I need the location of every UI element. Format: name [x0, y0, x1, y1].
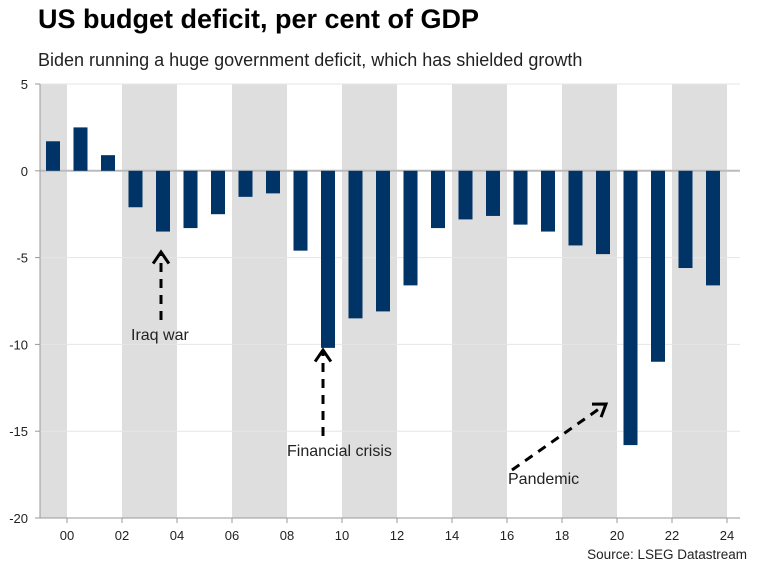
shade-band: [232, 84, 287, 518]
pandemic-arrow-shaft: [511, 402, 607, 472]
y-tick-label: -10: [9, 337, 28, 352]
bar-2011: [348, 170, 363, 319]
bar-2007: [238, 170, 253, 197]
bar-2014: [431, 170, 445, 229]
iraq-war-arrow-head: [151, 249, 171, 265]
bar-2024: [706, 170, 720, 286]
x-tick-label: 12: [390, 528, 404, 543]
shade-band: [562, 84, 617, 518]
bar-2016: [486, 170, 500, 216]
bar-2006: [211, 170, 225, 215]
bar-2012: [376, 170, 390, 312]
bar-2000: [46, 141, 60, 171]
bar-2018: [541, 170, 555, 232]
bar-2010: [321, 170, 335, 348]
source-note: Source: LSEG Datastream: [587, 547, 747, 562]
bar-2020: [596, 170, 610, 255]
bar-2017: [513, 170, 528, 225]
chart-subtitle: Biden running a huge government deficit,…: [38, 50, 583, 70]
x-tick-label: 02: [115, 528, 129, 543]
y-tick-label: 5: [21, 77, 28, 92]
chart-title: US budget deficit, per cent of GDP: [38, 4, 480, 34]
y-tick-label: -5: [16, 251, 28, 266]
x-tick-label: 22: [665, 528, 679, 543]
x-tick-label: 06: [225, 528, 239, 543]
bar-2004: [156, 170, 170, 232]
x-tick-label: 10: [335, 528, 349, 543]
x-tick-label: 14: [445, 528, 459, 543]
x-tick-label: 04: [170, 528, 184, 543]
bar-2023: [678, 170, 693, 269]
financial-crisis-arrow-head: [313, 347, 333, 363]
annotation-financial-crisis: Financial crisis: [287, 443, 392, 460]
bar-2013: [403, 170, 418, 286]
bar-2022: [651, 170, 665, 362]
bar-2009: [293, 170, 308, 251]
pandemic-arrow-head: [591, 402, 609, 418]
shade-band: [452, 84, 507, 518]
bar-2002: [101, 155, 115, 171]
bar-2019: [568, 170, 583, 246]
annotation-pandemic: Pandemic: [508, 471, 579, 488]
bar-2021: [623, 170, 638, 446]
bar-2015: [458, 170, 473, 220]
bar-2003: [128, 170, 143, 208]
shade-band: [672, 84, 727, 518]
x-tick-label: 18: [555, 528, 569, 543]
x-tick-label: 00: [60, 528, 74, 543]
x-tick-label: 16: [500, 528, 514, 543]
x-tick-label: 08: [280, 528, 294, 543]
bar-2001: [73, 127, 88, 171]
bar-2005: [183, 170, 198, 229]
annotation-iraq-war: Iraq war: [131, 327, 189, 344]
y-tick-label: 0: [21, 164, 28, 179]
x-tick-label: 20: [610, 528, 624, 543]
y-tick-label: -15: [9, 424, 28, 439]
bar-2008: [266, 170, 280, 194]
y-tick-label: -20: [9, 511, 28, 526]
shade-band: [122, 84, 177, 518]
x-tick-label: 24: [720, 528, 734, 543]
